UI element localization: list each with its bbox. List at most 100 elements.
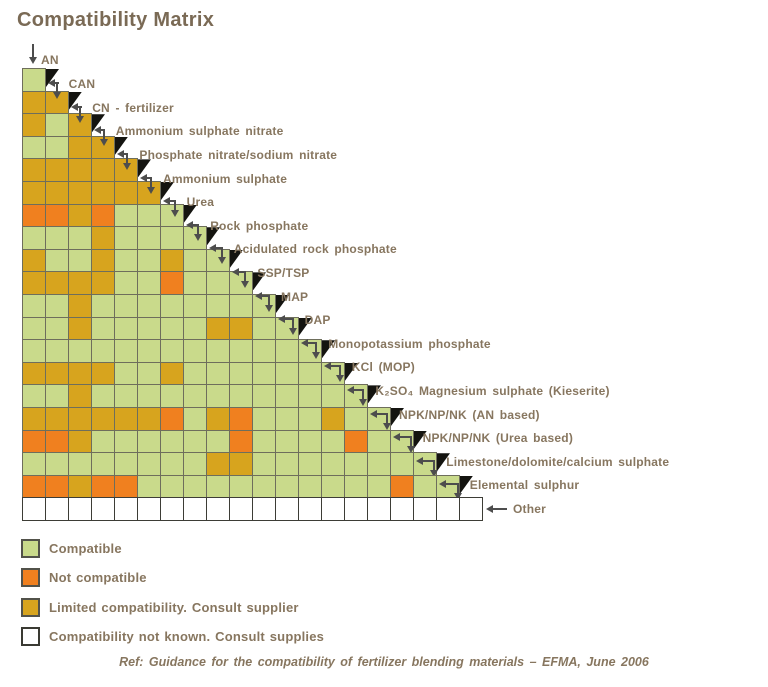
arrow-left-icon: [163, 197, 170, 206]
matrix-cell: [114, 248, 138, 273]
matrix-cell: [137, 248, 161, 273]
matrix-cell: [275, 339, 299, 363]
matrix-cell: [45, 429, 69, 454]
matrix-cell: [137, 384, 161, 408]
matrix-cell: [160, 497, 184, 521]
matrix-cell: [137, 271, 161, 295]
arrow-down-icon: [194, 233, 203, 241]
matrix-cell: [45, 497, 69, 521]
label-arrow-icon: [216, 247, 223, 250]
matrix-cell: [137, 497, 161, 521]
label-arrow-icon: [386, 412, 388, 424]
matrix-cell: [137, 294, 161, 318]
matrix-cell: [183, 497, 207, 521]
matrix-cell: [229, 361, 253, 386]
arrow-down-icon: [76, 115, 85, 123]
label-arrow-icon: [493, 507, 507, 510]
label-arrow-icon: [446, 483, 459, 486]
matrix-cell: [252, 361, 276, 386]
matrix-cell: [321, 497, 345, 521]
matrix-cell: [68, 407, 92, 431]
matrix-cell: [114, 181, 138, 205]
matrix-cell: [45, 158, 69, 182]
matrix-cell: [275, 361, 299, 386]
matrix-cell: [229, 429, 253, 454]
arrow-down-icon: [335, 375, 344, 383]
matrix-cell: [229, 474, 253, 499]
matrix-cell: [183, 294, 207, 318]
row-label: K₂SO₄ Magnesium sulphate (Kieserite): [375, 383, 610, 398]
matrix-cell: [91, 203, 115, 228]
matrix-cell: [114, 316, 138, 341]
matrix-cell: [344, 429, 368, 454]
label-arrow-icon: [32, 44, 34, 58]
matrix-cell: [22, 474, 46, 499]
row-label: CAN: [68, 77, 96, 92]
matrix-cell: [114, 339, 138, 363]
matrix-cell: [137, 452, 161, 476]
arrow-left-icon: [439, 480, 446, 489]
matrix-cell: [137, 429, 161, 454]
matrix-cell: [137, 474, 161, 499]
matrix-cell: [45, 316, 69, 341]
row-label: Ammonium sulphate nitrate: [115, 124, 284, 139]
matrix-cell: [344, 474, 368, 499]
arrow-down-icon: [383, 422, 391, 430]
arrow-left-icon: [255, 291, 262, 300]
matrix-cell: [206, 294, 230, 318]
matrix-cell: [45, 407, 69, 431]
matrix-cell: [229, 497, 253, 521]
matrix-cell: [206, 361, 230, 386]
matrix-cell: [22, 271, 46, 295]
label-arrow-icon: [193, 223, 200, 226]
legend-label: Limited compatibility. Consult supplier: [49, 599, 299, 615]
arrow-left-icon: [393, 433, 400, 442]
arrow-down-icon: [170, 210, 179, 218]
matrix-cell: [160, 361, 184, 386]
matrix-cell: [390, 474, 414, 499]
matrix-cell: [68, 384, 92, 408]
page-title: Compatibility Matrix: [17, 9, 215, 31]
matrix-cell: [45, 271, 69, 295]
matrix-cell: [91, 452, 115, 476]
legend-label: Not compatible: [49, 570, 147, 586]
row-label: Phosphate nitrate/sodium nitrate: [139, 147, 338, 162]
arrow-left-icon: [94, 126, 101, 135]
matrix-cell: [206, 429, 230, 454]
arrow-down-icon: [359, 398, 368, 406]
matrix-cell: [275, 429, 299, 454]
label-arrow-icon: [220, 247, 223, 259]
arrow-left-icon: [186, 220, 193, 229]
matrix-cell: [321, 452, 345, 476]
matrix-cell: [91, 158, 115, 182]
matrix-cell: [22, 339, 46, 363]
label-arrow-icon: [409, 436, 412, 448]
matrix-cell: [252, 429, 276, 454]
arrow-down-icon: [265, 304, 273, 312]
matrix-cell: [137, 316, 161, 341]
matrix-cell: [160, 248, 184, 273]
matrix-cell: [160, 429, 184, 454]
matrix-cell: [252, 452, 276, 476]
matrix-cell: [252, 474, 276, 499]
matrix-cell: [390, 497, 414, 521]
matrix-cell: [45, 226, 69, 250]
matrix-cell: [114, 497, 138, 521]
matrix-cell: [22, 294, 46, 318]
row-label: KCl (MOP): [351, 360, 415, 375]
row-label: MAP: [281, 289, 309, 304]
arrow-left-icon: [48, 79, 55, 88]
matrix-cell: [275, 407, 299, 431]
matrix-cell: [114, 294, 138, 318]
matrix-cell: [68, 339, 92, 363]
matrix-cell: [137, 339, 161, 363]
legend-item: Not compatible: [21, 568, 147, 588]
matrix-cell: [22, 203, 46, 228]
arrow-down-icon: [123, 162, 132, 170]
matrix-cell: [45, 181, 69, 205]
matrix-cell: [229, 316, 253, 341]
label-arrow-icon: [150, 176, 152, 188]
legend-item: Compatible: [21, 539, 122, 558]
legend-label: Compatibility not known. Consult supplie…: [49, 628, 325, 644]
row-label: Monopotassium phosphate: [328, 336, 491, 351]
